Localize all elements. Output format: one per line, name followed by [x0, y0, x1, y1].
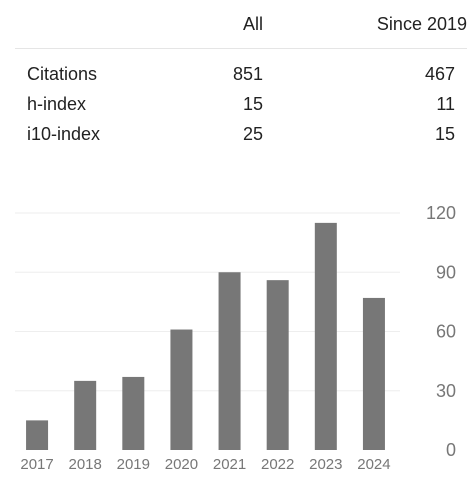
column-header-all: All — [242, 14, 263, 34]
x-tick-label-2023: 2023 — [309, 456, 342, 473]
x-tick-label-2022: 2022 — [261, 456, 294, 473]
y-tick-label: 120 — [426, 203, 456, 223]
stats-row-h-index: h-index 15 11 — [15, 94, 467, 124]
stats-row-citations: Citations 851 467 — [15, 64, 467, 94]
column-header-since-2019: Since 2019 — [376, 14, 467, 34]
row-value-all: 851 — [232, 64, 263, 84]
row-value-since: 467 — [424, 64, 455, 84]
y-tick-label: 0 — [446, 440, 456, 460]
bar-2022[interactable] — [266, 280, 289, 450]
x-tick-label-2017: 2017 — [20, 456, 53, 473]
y-tick-label: 60 — [436, 322, 456, 342]
citation-stats-table: All Since 2019 Citations 851 467 h-index… — [15, 0, 467, 144]
y-tick-label: 30 — [436, 381, 456, 401]
bar-2024[interactable] — [362, 297, 385, 450]
bar-2021[interactable] — [218, 272, 241, 450]
x-tick-label-2019: 2019 — [117, 456, 150, 473]
bar-2023[interactable] — [314, 222, 337, 450]
bar-2020[interactable] — [170, 329, 193, 450]
row-label: i10-index — [27, 124, 101, 144]
x-tick-label-2020: 2020 — [165, 456, 198, 473]
citations-bar-chart-svg: 0 30 60 90 120 2017 2018 2019 2020 2021 2022 2023 20… — [15, 203, 456, 473]
row-value-all: 15 — [242, 94, 263, 114]
x-tick-label-2021: 2021 — [213, 456, 246, 473]
row-value-all: 25 — [242, 124, 263, 144]
stats-body: Citations 851 467 h-index 15 11 i10-inde… — [15, 64, 467, 154]
stats-header-row: All Since 2019 — [15, 0, 467, 49]
row-value-since: 15 — [434, 124, 455, 144]
bar-2018[interactable] — [74, 380, 97, 450]
x-tick-label-2018: 2018 — [69, 456, 102, 473]
bar-2017[interactable] — [26, 420, 49, 450]
x-tick-label-2024: 2024 — [357, 456, 390, 473]
citations-per-year-chart: 0 30 60 90 120 2017 2018 2019 2020 2021 2022 2023 20… — [0, 195, 472, 485]
row-label: h-index — [27, 94, 87, 114]
y-tick-label: 90 — [436, 262, 456, 282]
row-label: Citations — [27, 64, 98, 84]
stats-row-i10-index: i10-index 25 15 — [15, 124, 467, 154]
bar-2019[interactable] — [122, 376, 145, 450]
row-value-since: 11 — [436, 94, 455, 114]
